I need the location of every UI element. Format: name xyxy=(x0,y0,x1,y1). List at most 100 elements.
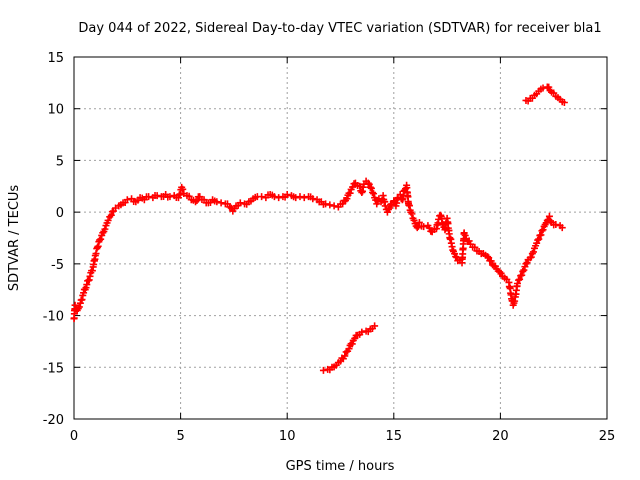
y-tick-label: 5 xyxy=(56,154,64,169)
data-point xyxy=(192,198,200,206)
x-tick-label: 15 xyxy=(386,429,403,444)
data-point-fill xyxy=(384,205,392,213)
series-lower-arc xyxy=(319,322,379,374)
data-point xyxy=(330,202,338,210)
data-point xyxy=(484,253,492,261)
y-tick-label: 0 xyxy=(56,206,64,221)
data-point xyxy=(545,212,553,220)
data-point xyxy=(292,194,300,202)
data-point-fill xyxy=(367,184,375,192)
data-point xyxy=(283,191,291,199)
data-point xyxy=(381,202,389,210)
data-point-fill xyxy=(346,189,354,197)
data-point-fill xyxy=(545,83,553,91)
y-tick-label: -5 xyxy=(51,258,64,273)
data-point-fill xyxy=(465,237,473,245)
x-axis-label: GPS time / hours xyxy=(286,459,395,474)
series-main-arc xyxy=(70,177,566,323)
data-point xyxy=(153,192,161,200)
chart-title: Day 044 of 2022, Sidereal Day-to-day VTE… xyxy=(78,21,601,36)
data-point xyxy=(236,199,244,207)
grid xyxy=(74,57,607,419)
data-point xyxy=(558,224,566,232)
x-tick-label: 0 xyxy=(70,429,78,444)
data-point xyxy=(309,195,317,203)
x-tick-label: 5 xyxy=(176,429,184,444)
data-point xyxy=(516,275,524,283)
data-point xyxy=(341,352,349,360)
data-point xyxy=(513,280,521,288)
data-point xyxy=(96,236,104,244)
series-upper-arc xyxy=(522,83,568,107)
data-point xyxy=(452,253,460,261)
data-point xyxy=(537,231,545,239)
data-point xyxy=(371,322,379,330)
x-tick-label: 20 xyxy=(492,429,509,444)
data-point xyxy=(343,195,351,203)
data-point xyxy=(217,199,225,207)
data-point-fill xyxy=(408,210,416,218)
data-point xyxy=(107,211,115,219)
data-point xyxy=(356,182,364,190)
data-point xyxy=(104,216,112,224)
y-tick-label: 15 xyxy=(47,51,64,66)
data-point xyxy=(386,204,394,212)
data-point xyxy=(99,229,107,237)
y-tick-label: -10 xyxy=(43,310,64,325)
data-point-fill xyxy=(193,197,201,205)
data-point xyxy=(539,84,547,92)
data-point-fill xyxy=(101,225,109,233)
data-point xyxy=(213,198,221,206)
data-point xyxy=(322,200,330,208)
data-point-fill xyxy=(487,257,495,265)
data-point-fill xyxy=(179,185,187,193)
data-point xyxy=(415,218,423,226)
data-point xyxy=(270,193,278,201)
data-point xyxy=(560,99,568,107)
data-point-fill xyxy=(410,216,418,224)
plot-frame xyxy=(73,56,608,420)
data-point xyxy=(258,193,266,201)
data-point-fill xyxy=(461,231,469,239)
data-point-fill xyxy=(527,253,535,261)
data-markers xyxy=(70,83,568,374)
data-point-fill xyxy=(97,235,105,243)
data-point-fill xyxy=(538,227,546,235)
data-point-fill xyxy=(75,303,83,311)
data-point xyxy=(71,301,79,309)
data-point-fill xyxy=(534,236,542,244)
data-point-fill xyxy=(370,190,378,198)
data-point-fill xyxy=(547,217,555,225)
y-tick-label: -20 xyxy=(43,413,64,428)
data-point xyxy=(522,260,530,268)
data-point xyxy=(326,201,334,209)
data-point xyxy=(275,194,283,202)
data-point xyxy=(166,193,174,201)
y-tick-label: -15 xyxy=(43,361,64,376)
x-tick-label: 25 xyxy=(599,429,616,444)
x-tick-label: 10 xyxy=(279,429,296,444)
data-point xyxy=(539,226,547,234)
data-point xyxy=(518,271,526,279)
data-point xyxy=(366,183,374,191)
data-point-fill xyxy=(496,268,504,276)
data-point-fill xyxy=(348,340,356,348)
data-point xyxy=(420,223,428,231)
data-point xyxy=(145,193,153,201)
data-point xyxy=(368,188,376,196)
data-point xyxy=(345,345,353,353)
data-point xyxy=(296,193,304,201)
data-point xyxy=(364,179,372,187)
data-point xyxy=(413,224,421,232)
axis-ticks: 0 5 10 15 20 25 -20 -15 -10 -5 0 5 10 15 xyxy=(43,51,616,444)
y-tick-label: 10 xyxy=(47,103,64,118)
data-point xyxy=(300,194,308,202)
data-point xyxy=(520,266,528,274)
data-point xyxy=(535,235,543,243)
data-point xyxy=(358,328,366,336)
data-point xyxy=(319,366,327,374)
data-point xyxy=(471,243,479,251)
y-axis-label: SDTVAR / TECUs xyxy=(7,185,22,292)
data-point xyxy=(123,196,131,204)
